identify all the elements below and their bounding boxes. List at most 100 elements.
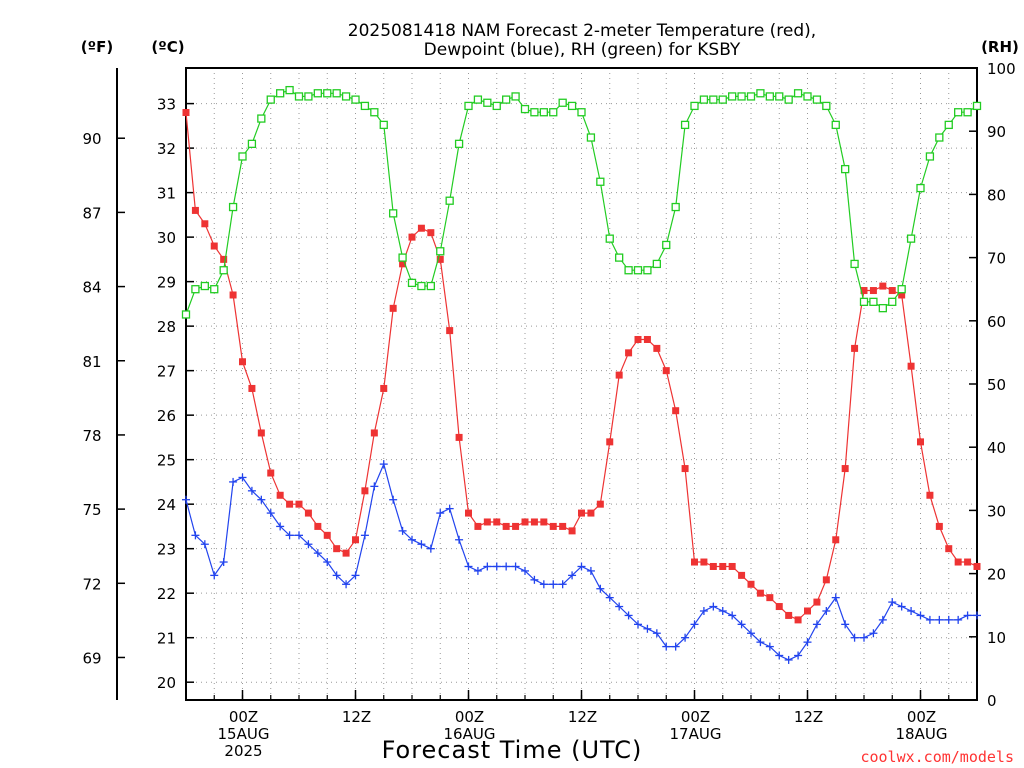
temperature-point bbox=[549, 522, 557, 530]
rh-tick-label: 30 bbox=[987, 502, 1006, 520]
dewpoint-point bbox=[257, 495, 266, 504]
time-tick-label: 16AUG bbox=[444, 725, 496, 743]
rh-point bbox=[219, 266, 228, 275]
rh-point bbox=[699, 95, 709, 104]
rh-tick-label: 80 bbox=[987, 186, 1006, 204]
temperature-point bbox=[681, 465, 689, 473]
dewpoint-point bbox=[671, 642, 680, 651]
rh-point bbox=[502, 95, 511, 104]
rh-point bbox=[313, 89, 322, 98]
temperature-point bbox=[672, 407, 680, 415]
dewpoint-point bbox=[709, 602, 718, 611]
temperature-point bbox=[851, 344, 859, 352]
rh-point bbox=[737, 92, 746, 101]
credit-text: coolwx.com/models bbox=[860, 748, 1014, 766]
time-tick-label: 15AUG bbox=[218, 725, 270, 743]
dewpoint-point bbox=[973, 611, 981, 620]
celsius-tick-label: 27 bbox=[157, 363, 176, 381]
celsius-tick-label: 24 bbox=[157, 496, 176, 514]
time-tick-label: 00Z bbox=[455, 708, 484, 726]
rh-point bbox=[793, 89, 803, 98]
rh-point bbox=[888, 297, 897, 306]
rh-point bbox=[210, 285, 219, 294]
temperature-point bbox=[832, 536, 840, 544]
celsius-tick-label: 31 bbox=[157, 185, 176, 203]
dewpoint-point bbox=[803, 638, 812, 647]
time-tick-label: 00Z bbox=[907, 708, 936, 726]
rh-point bbox=[680, 120, 690, 130]
dewpoint-point bbox=[539, 580, 548, 589]
dewpoint-point bbox=[549, 580, 558, 589]
dewpoint-point bbox=[841, 620, 850, 629]
dewpoint-point bbox=[408, 535, 416, 544]
chart-title-line-2: Dewpoint (blue), RH (green) for KSBY bbox=[424, 40, 741, 60]
dewpoint-point bbox=[464, 562, 473, 571]
celsius-tick-label: 29 bbox=[157, 274, 176, 292]
temperature-point bbox=[907, 362, 915, 370]
dewpoint-point bbox=[586, 566, 595, 575]
dewpoint-point bbox=[502, 562, 511, 571]
temperature-point bbox=[747, 580, 755, 588]
rh-point bbox=[841, 164, 850, 174]
time-tick-label: 00Z bbox=[229, 708, 258, 726]
rh-point bbox=[398, 253, 407, 262]
rh-point bbox=[238, 152, 247, 161]
time-tick-label: 00Z bbox=[681, 708, 710, 726]
dewpoint-point bbox=[728, 611, 737, 620]
rh-point bbox=[407, 278, 417, 288]
temperature-point bbox=[615, 371, 623, 379]
temperature-point bbox=[370, 429, 378, 437]
dewpoint-point bbox=[276, 522, 285, 531]
dewpoint-point bbox=[530, 575, 539, 584]
temperature-point bbox=[841, 465, 849, 473]
temperature-point bbox=[794, 616, 802, 624]
dewpoint-point bbox=[718, 606, 727, 615]
rh-point bbox=[436, 247, 445, 256]
rh-point bbox=[200, 281, 209, 291]
temperature-point bbox=[295, 500, 303, 508]
dewpoint-point bbox=[690, 620, 699, 629]
rh-point bbox=[963, 108, 972, 117]
dewpoint-point bbox=[699, 606, 708, 615]
temperature-point bbox=[964, 558, 972, 566]
temperature-point bbox=[427, 229, 435, 237]
temperature-point bbox=[926, 491, 934, 499]
dewpoint-point bbox=[662, 642, 671, 651]
temperature-point bbox=[333, 545, 341, 553]
dewpoint-point bbox=[775, 651, 784, 660]
dewpoint-point bbox=[492, 562, 501, 571]
dewpoint-point bbox=[558, 580, 567, 589]
temperature-point bbox=[587, 509, 595, 517]
rh-tick-label: 90 bbox=[987, 123, 1006, 141]
celsius-tick-label: 33 bbox=[157, 96, 176, 114]
rh-point bbox=[709, 95, 718, 104]
rh-point bbox=[850, 259, 859, 269]
temperature-point bbox=[775, 603, 783, 611]
temperature-point bbox=[191, 206, 199, 214]
temperature-point bbox=[945, 545, 953, 553]
rh-point bbox=[728, 92, 737, 101]
temperature-point bbox=[417, 224, 425, 232]
temperature-point bbox=[653, 344, 661, 352]
rh-point bbox=[652, 259, 661, 269]
rh-tick-label: 100 bbox=[987, 60, 1016, 78]
rh-point bbox=[878, 304, 887, 313]
temperature-point bbox=[304, 509, 312, 517]
dewpoint-point bbox=[313, 549, 322, 558]
rh-point bbox=[935, 133, 944, 142]
rh-point bbox=[370, 108, 379, 117]
celsius-axis-label: (ºC) bbox=[151, 38, 184, 56]
temperature-point bbox=[738, 571, 746, 579]
fahrenheit-tick-label: 81 bbox=[82, 353, 101, 371]
rh-point bbox=[445, 196, 454, 205]
temperature-point bbox=[361, 487, 369, 495]
dewpoint-point bbox=[652, 629, 661, 638]
temperature-point bbox=[521, 518, 529, 526]
dewpoint-point bbox=[295, 531, 303, 540]
dewpoint-point bbox=[878, 615, 887, 624]
dewpoint-point bbox=[596, 584, 605, 593]
rh-point bbox=[266, 95, 275, 104]
dewpoint-point bbox=[323, 558, 332, 567]
rh-point bbox=[511, 92, 520, 101]
